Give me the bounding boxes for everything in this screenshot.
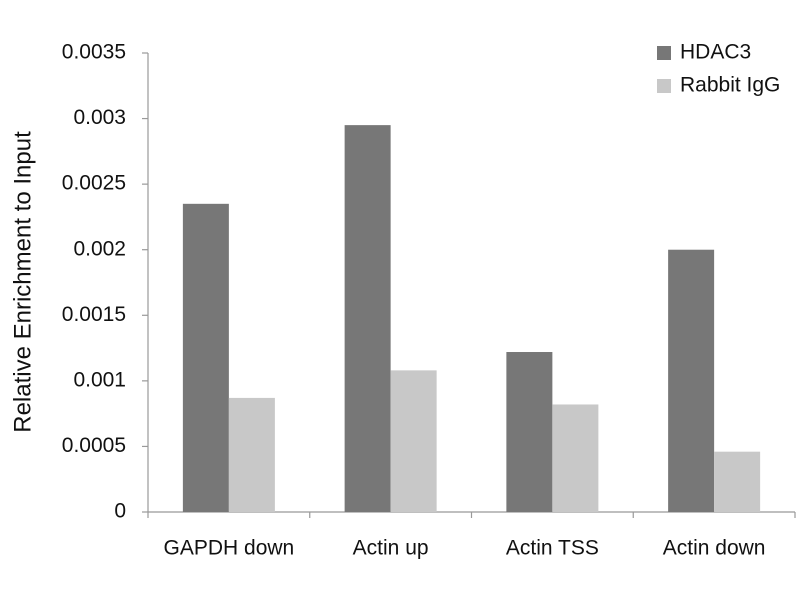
bar [182, 203, 229, 513]
y-tick-label: 0.002 [73, 237, 126, 260]
y-axis-label: Relative Enrichment to Input [9, 131, 36, 433]
bar [714, 451, 761, 512]
legend-label: HDAC3 [680, 41, 751, 64]
y-tick-label: 0.0015 [62, 303, 126, 326]
x-tick-label: GAPDH down [164, 537, 295, 560]
legend-swatch [657, 46, 671, 60]
y-tick-label: 0.001 [73, 368, 126, 391]
bar [344, 125, 391, 512]
bar [390, 370, 437, 512]
legend-swatch [657, 79, 671, 93]
y-tick-label: 0.003 [73, 106, 126, 129]
x-tick-label: Actin up [353, 537, 429, 560]
y-tick-label: 0.0035 [62, 41, 126, 64]
bar [228, 397, 275, 512]
bar [668, 249, 715, 512]
legend-label: Rabbit IgG [680, 74, 780, 97]
bar [552, 404, 599, 512]
x-tick-label: Actin TSS [506, 537, 599, 560]
y-tick-label: 0.0005 [62, 434, 126, 457]
bar [506, 352, 553, 512]
x-tick-label: Actin down [663, 537, 766, 560]
y-tick-label: 0 [114, 500, 126, 523]
y-tick-label: 0.0025 [62, 172, 126, 195]
